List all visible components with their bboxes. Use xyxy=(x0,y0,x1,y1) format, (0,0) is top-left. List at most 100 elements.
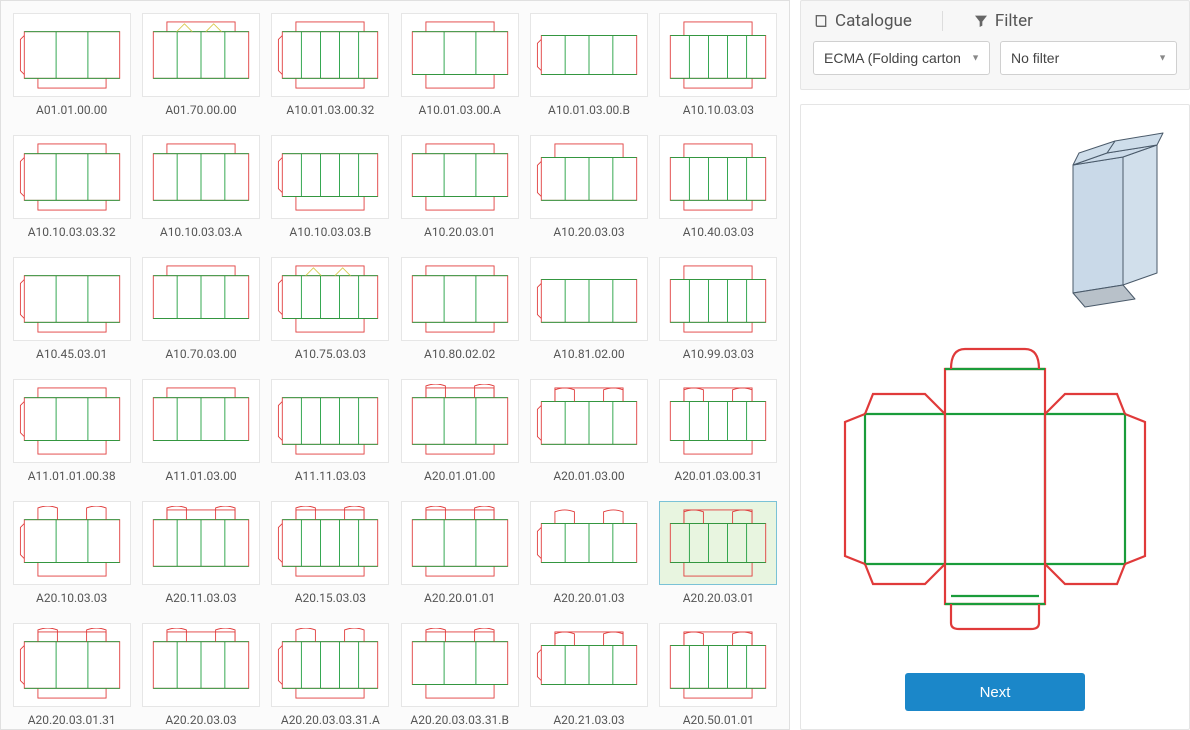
template-label: A20.11.03.03 xyxy=(165,591,236,605)
template-thumb[interactable] xyxy=(142,135,260,219)
template-label: A20.21.03.03 xyxy=(553,713,624,727)
template-label: A10.01.03.00.B xyxy=(548,103,630,117)
template-thumb[interactable] xyxy=(13,501,131,585)
template-label: A10.10.03.03 xyxy=(683,103,754,117)
template-cell[interactable]: A10.99.03.03 xyxy=(658,257,779,371)
template-cell[interactable]: A10.20.03.01 xyxy=(399,135,520,249)
box-3d-svg xyxy=(1045,123,1175,313)
template-cell[interactable]: A20.15.03.03 xyxy=(270,501,391,615)
template-thumb[interactable] xyxy=(659,13,777,97)
template-thumb[interactable] xyxy=(271,13,389,97)
template-cell[interactable]: A20.20.03.03.31.A xyxy=(270,623,391,729)
template-thumb[interactable] xyxy=(271,501,389,585)
template-thumb[interactable] xyxy=(401,379,519,463)
template-thumb[interactable] xyxy=(530,257,648,341)
next-button[interactable]: Next xyxy=(905,673,1085,711)
template-thumb[interactable] xyxy=(142,623,260,707)
template-cell[interactable]: A10.01.03.00.32 xyxy=(270,13,391,127)
template-label: A10.10.03.03.B xyxy=(289,225,371,239)
template-cell[interactable]: A20.20.01.01 xyxy=(399,501,520,615)
template-cell[interactable]: A20.01.03.00.31 xyxy=(658,379,779,493)
template-cell[interactable]: A20.21.03.03 xyxy=(528,623,649,729)
template-cell[interactable]: A20.50.01.01 xyxy=(658,623,779,729)
template-label: A01.01.00.00 xyxy=(36,103,107,117)
template-cell[interactable]: A10.40.03.03 xyxy=(658,135,779,249)
template-label: A20.20.03.03 xyxy=(165,713,236,727)
template-cell[interactable]: A11.01.01.00.38 xyxy=(11,379,132,493)
catalogue-header: Catalogue xyxy=(813,11,912,31)
template-cell[interactable]: A20.11.03.03 xyxy=(140,501,261,615)
template-thumb[interactable] xyxy=(271,135,389,219)
template-cell[interactable]: A11.01.03.00 xyxy=(140,379,261,493)
template-thumb[interactable] xyxy=(13,379,131,463)
template-thumb[interactable] xyxy=(530,13,648,97)
template-thumb[interactable] xyxy=(659,135,777,219)
template-thumb[interactable] xyxy=(13,13,131,97)
template-thumb[interactable] xyxy=(530,379,648,463)
template-thumb[interactable] xyxy=(142,379,260,463)
preview-flat xyxy=(815,317,1175,661)
template-thumb[interactable] xyxy=(401,623,519,707)
template-cell[interactable]: A10.10.03.03 xyxy=(658,13,779,127)
template-cell[interactable]: A20.20.03.01 xyxy=(658,501,779,615)
template-cell[interactable]: A10.45.03.01 xyxy=(11,257,132,371)
template-label: A10.80.02.02 xyxy=(424,347,495,361)
template-thumb[interactable] xyxy=(659,379,777,463)
template-thumb[interactable] xyxy=(13,257,131,341)
template-cell[interactable]: A11.11.03.03 xyxy=(270,379,391,493)
template-cell[interactable]: A10.75.03.03 xyxy=(270,257,391,371)
header-divider xyxy=(942,11,943,31)
template-thumb[interactable] xyxy=(142,501,260,585)
template-cell[interactable]: A10.10.03.03.B xyxy=(270,135,391,249)
filter-select[interactable]: No filter xyxy=(1000,41,1177,75)
template-cell[interactable]: A20.20.03.03.31.B xyxy=(399,623,520,729)
template-cell[interactable]: A10.80.02.02 xyxy=(399,257,520,371)
template-cell[interactable]: A20.20.01.03 xyxy=(528,501,649,615)
template-cell[interactable]: A20.20.03.01.31 xyxy=(11,623,132,729)
template-cell[interactable]: A10.10.03.03.32 xyxy=(11,135,132,249)
sidebar-panel: Catalogue Filter ECMA (Folding carton) N… xyxy=(790,0,1190,730)
template-thumb[interactable] xyxy=(401,135,519,219)
funnel-icon xyxy=(973,13,989,29)
preview-card: Next xyxy=(800,104,1190,730)
template-thumb[interactable] xyxy=(401,257,519,341)
template-thumb[interactable] xyxy=(142,257,260,341)
template-cell[interactable]: A01.70.00.00 xyxy=(140,13,261,127)
template-cell[interactable]: A10.70.03.00 xyxy=(140,257,261,371)
template-cell[interactable]: A10.20.03.03 xyxy=(528,135,649,249)
template-cell[interactable]: A01.01.00.00 xyxy=(11,13,132,127)
template-cell[interactable]: A10.01.03.00.B xyxy=(528,13,649,127)
template-cell[interactable]: A20.01.01.00 xyxy=(399,379,520,493)
template-grid-scroll[interactable]: A01.01.00.00A01.70.00.00A10.01.03.00.32A… xyxy=(1,1,789,729)
preview-3d xyxy=(815,123,1175,313)
filter-header: Filter xyxy=(973,11,1033,31)
template-thumb[interactable] xyxy=(13,135,131,219)
template-thumb[interactable] xyxy=(271,379,389,463)
template-thumb[interactable] xyxy=(13,623,131,707)
template-thumb[interactable] xyxy=(401,13,519,97)
template-label: A11.01.01.00.38 xyxy=(28,469,116,483)
template-label: A20.01.03.00 xyxy=(553,469,624,483)
template-thumb[interactable] xyxy=(659,623,777,707)
catalogue-select-wrap: ECMA (Folding carton) xyxy=(813,41,990,75)
template-thumb[interactable] xyxy=(659,257,777,341)
template-thumb[interactable] xyxy=(271,623,389,707)
template-cell[interactable]: A20.20.03.03 xyxy=(140,623,261,729)
template-thumb[interactable] xyxy=(271,257,389,341)
next-button-label: Next xyxy=(980,684,1011,701)
template-thumb[interactable] xyxy=(659,501,777,585)
template-cell[interactable]: A10.10.03.03.A xyxy=(140,135,261,249)
template-thumb[interactable] xyxy=(401,501,519,585)
template-label: A20.20.01.01 xyxy=(424,591,495,605)
template-thumb[interactable] xyxy=(530,501,648,585)
template-cell[interactable]: A20.10.03.03 xyxy=(11,501,132,615)
template-cell[interactable]: A10.81.02.00 xyxy=(528,257,649,371)
template-label: A10.81.02.00 xyxy=(553,347,624,361)
template-thumb[interactable] xyxy=(530,135,648,219)
catalogue-select[interactable]: ECMA (Folding carton) xyxy=(813,41,990,75)
template-thumb[interactable] xyxy=(142,13,260,97)
template-thumb[interactable] xyxy=(530,623,648,707)
template-cell[interactable]: A10.01.03.00.A xyxy=(399,13,520,127)
template-cell[interactable]: A20.01.03.00 xyxy=(528,379,649,493)
filter-label: Filter xyxy=(995,11,1033,31)
